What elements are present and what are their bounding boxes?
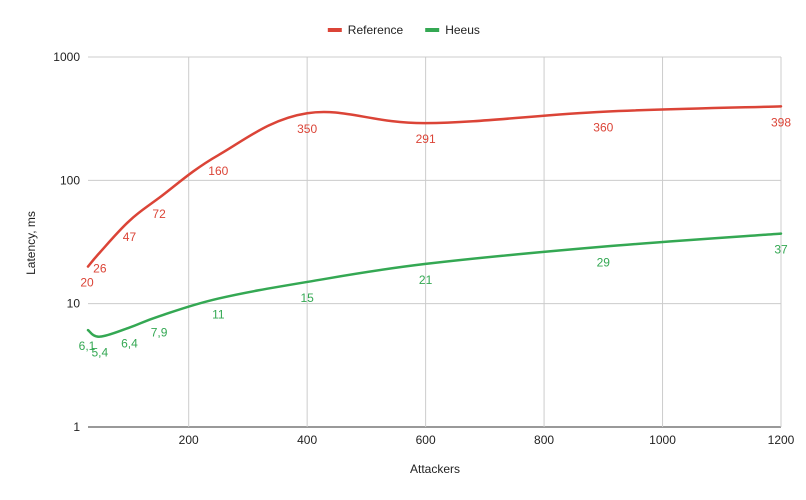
y-tick-label: 1000 [53,50,80,64]
legend[interactable]: Reference Heeus [327,23,480,37]
x-axis-ticks: 200 400 600 800 1000 1200 [179,433,795,447]
data-label: 398 [771,115,791,129]
y-tick-label: 1 [73,420,80,434]
legend-label: Heeus [445,23,480,37]
y-tick-label: 100 [60,173,80,187]
data-label: 37 [774,243,788,257]
x-tick-label: 800 [534,433,554,447]
y-axis-ticks: 1 10 100 1000 [53,50,80,434]
x-tick-label: 1200 [768,433,795,447]
legend-label: Reference [348,23,404,37]
data-label: 6,4 [121,337,138,351]
series-line-heeus [86,232,783,338]
data-label: 21 [419,273,433,287]
y-tick-label: 10 [67,297,81,311]
data-label: 26 [93,261,107,275]
x-tick-label: 200 [179,433,199,447]
data-label: 360 [593,121,613,135]
x-tick-label: 400 [297,433,317,447]
data-label: 20 [80,276,94,290]
data-label: 7,9 [151,325,168,339]
data-label: 5,4 [92,346,109,360]
data-label: 6,1 [79,339,96,353]
data-label: 72 [152,207,166,221]
legend-item-reference[interactable]: Reference [327,23,404,37]
legend-item-heeus[interactable]: Heeus [425,23,480,37]
series-lines [86,105,783,338]
data-label: 11 [212,308,225,322]
data-label: 160 [208,164,228,178]
x-tick-label: 600 [416,433,436,447]
x-axis-title: Attackers [410,462,460,476]
series-line-reference [86,105,783,268]
data-label: 350 [297,122,317,136]
data-label: 15 [300,291,314,305]
y-axis-title: Latency, ms [24,211,38,275]
data-label: 47 [123,230,137,244]
data-label: 291 [416,132,436,146]
x-tick-label: 1000 [649,433,676,447]
data-label: 29 [597,256,611,270]
